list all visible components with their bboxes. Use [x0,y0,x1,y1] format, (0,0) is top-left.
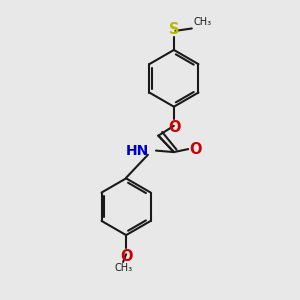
Text: CH₃: CH₃ [193,17,212,27]
Text: O: O [169,120,181,135]
Text: S: S [169,22,179,38]
Text: O: O [120,249,132,264]
Text: HN: HN [125,144,148,158]
Text: O: O [190,142,202,157]
Text: CH₃: CH₃ [114,263,132,274]
